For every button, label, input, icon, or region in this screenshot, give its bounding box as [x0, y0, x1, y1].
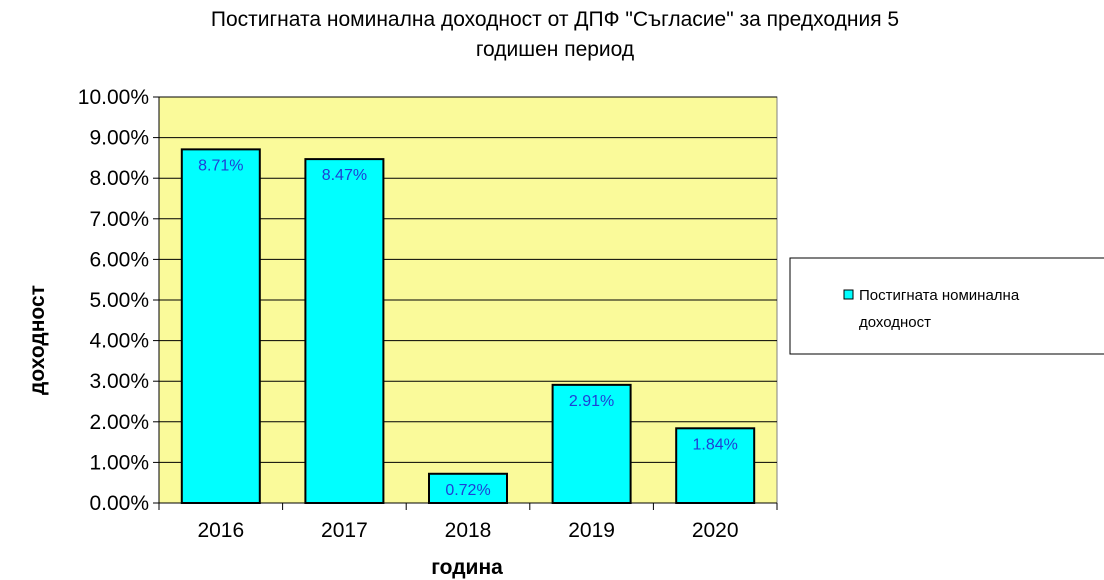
- x-tick-label-2017: 2017: [321, 519, 368, 542]
- y-tick-label: 1.00%: [89, 451, 149, 474]
- y-tick-label: 7.00%: [89, 208, 149, 231]
- gridlines: [159, 96, 777, 463]
- y-tick-label: 5.00%: [89, 289, 149, 312]
- legend-label-line1: Постигната номинална: [859, 287, 1020, 304]
- legend-swatch: [843, 289, 854, 300]
- legend-label-line2: доходност: [859, 314, 931, 331]
- data-label-2019: 2.91%: [569, 393, 614, 410]
- bars: 8.71% 8.47% 0.72% 2.91% 1.84%: [180, 148, 756, 505]
- y-tick-label: 3.00%: [89, 370, 149, 393]
- bar-2016: [180, 148, 261, 504]
- x-tick-label-2016: 2016: [197, 519, 244, 542]
- y-tick-label: 10.00%: [78, 86, 149, 109]
- data-label-2018: 0.72%: [445, 482, 490, 499]
- bar-2020: [675, 427, 756, 504]
- legend-box: [789, 257, 1104, 355]
- x-axis-label: година: [431, 556, 503, 579]
- data-label-2020: 1.84%: [693, 436, 738, 453]
- legend: Постигната номинална доходност: [789, 257, 1104, 355]
- x-axis-ticks: 2016 2017 2018 2019 2020: [158, 503, 778, 542]
- y-axis-label: доходност: [26, 285, 49, 395]
- x-tick-label-2019: 2019: [568, 519, 615, 542]
- y-axis-ticks: 0.00% 1.00% 2.00% 3.00% 4.00% 5.00% 6.00% 7.00%…: [78, 86, 159, 515]
- data-label-2017: 8.47%: [322, 167, 367, 184]
- y-tick-label: 0.00%: [89, 492, 149, 515]
- chart-title-line1: Постигната номинална доходност от ДПФ "С…: [211, 8, 899, 31]
- chart-title-line2: годишен период: [476, 38, 634, 61]
- x-tick-label-2020: 2020: [692, 519, 739, 542]
- y-tick-label: 4.00%: [89, 330, 149, 353]
- y-tick-label: 2.00%: [89, 411, 149, 434]
- y-tick-label: 9.00%: [89, 127, 149, 150]
- data-label-2016: 8.71%: [198, 157, 243, 174]
- y-tick-label: 8.00%: [89, 167, 149, 190]
- x-tick-label-2018: 2018: [445, 519, 492, 542]
- bar-2017: [304, 158, 385, 504]
- y-tick-label: 6.00%: [89, 248, 149, 271]
